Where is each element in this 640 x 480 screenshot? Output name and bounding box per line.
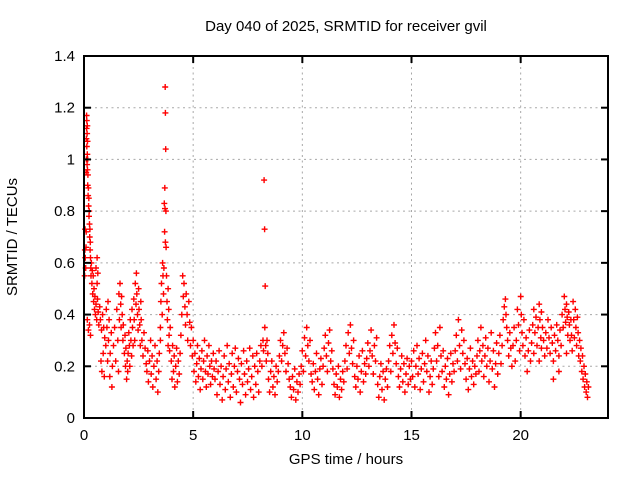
y-tick-label: 0.8: [54, 203, 75, 220]
x-tick-label: 10: [294, 427, 311, 444]
y-tick-label: 1.4: [54, 48, 75, 65]
x-tick-label: 15: [403, 427, 420, 444]
plot-border: [83, 55, 609, 419]
y-tick-label: 1: [67, 151, 75, 168]
x-axis-label: GPS time / hours: [289, 451, 403, 468]
x-tick-label: 20: [512, 427, 529, 444]
y-tick-label: 1.2: [54, 100, 75, 117]
x-tick-label: 0: [80, 427, 88, 444]
y-tick-label: 0.6: [54, 255, 75, 272]
chart-title: Day 040 of 2025, SRMTID for receiver gvi…: [205, 18, 487, 35]
y-axis-label: SRMTID / TECUs: [4, 178, 21, 296]
y-tick-label: 0.4: [54, 307, 75, 324]
y-tick-label: 0.2: [54, 358, 75, 375]
tick-labels: 0 5 10 15 20 0 0.2 0.4 0.6 0.8 1 1.2 1.4: [54, 48, 529, 444]
y-tick-label: 0: [67, 410, 75, 427]
x-tick-label: 5: [189, 427, 197, 444]
